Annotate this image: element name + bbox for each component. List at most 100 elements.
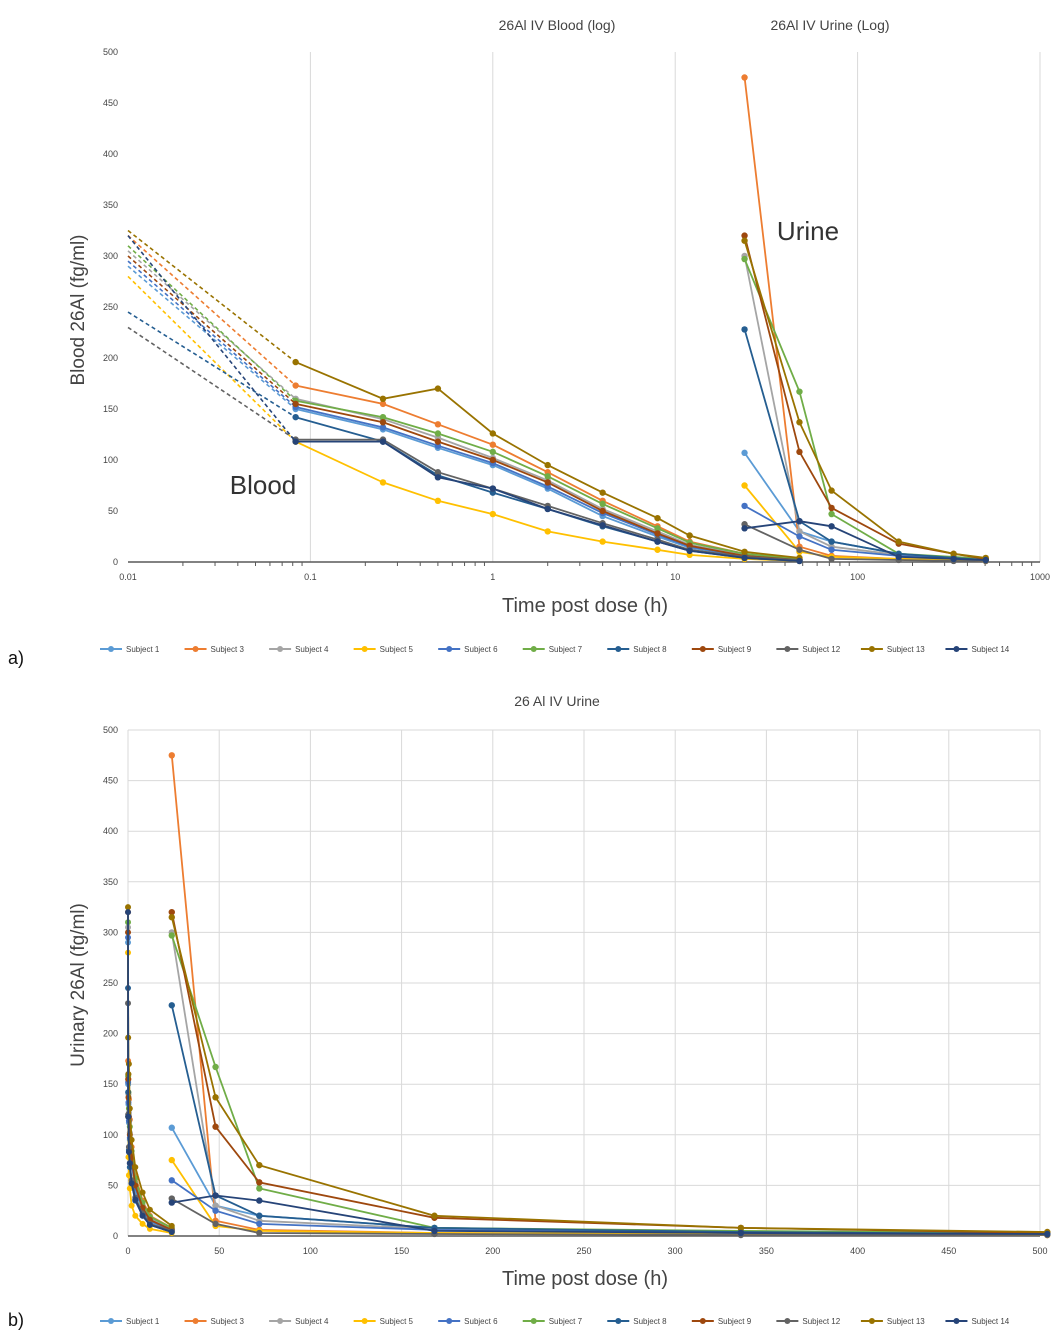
early-data-point [126, 1160, 133, 1167]
urine-data-point [212, 1063, 219, 1071]
y-tick-label: 350 [103, 200, 118, 210]
blood-data-point [654, 538, 661, 545]
legend-label: Subject 1 [126, 645, 160, 654]
legend-swatch-marker [361, 646, 368, 652]
x-axis-label: Time post dose (h) [502, 595, 668, 617]
urine-data-point [796, 518, 803, 525]
blood-extrapolation-line [127, 229, 297, 363]
x-tick-label: 200 [485, 1246, 500, 1256]
blood-data-point [434, 430, 442, 437]
early-data-point [139, 1189, 146, 1196]
blood-extrapolation-line [127, 275, 297, 443]
urine-data-point [982, 556, 989, 564]
blood-data-point [292, 358, 299, 366]
blood-data-point [599, 489, 606, 496]
annotation-urine: Urine [777, 216, 839, 246]
urine-series-line [171, 1194, 1048, 1235]
blood-data-point [741, 548, 748, 555]
blood-data-point [434, 497, 442, 504]
urine-series-line [743, 235, 986, 560]
blood-data-point [489, 448, 496, 456]
early-data-point [132, 1212, 139, 1219]
legend-label: Subject 13 [887, 645, 925, 654]
urine-series-line [743, 240, 986, 559]
blood-data-point [379, 419, 387, 426]
x-tick-label: 300 [668, 1246, 683, 1256]
urine-series-line [170, 935, 1048, 1234]
urine-data-point [256, 1229, 263, 1237]
blood-data-point [379, 479, 387, 486]
urine-data-point [212, 1094, 219, 1101]
y-tick-label: 0 [113, 557, 118, 567]
urine-data-point [256, 1212, 263, 1219]
urine-data-point [741, 482, 748, 489]
urine-data-point [737, 1229, 745, 1237]
legend-label: Subject 12 [802, 1317, 840, 1326]
legend-label: Subject 13 [887, 1317, 925, 1326]
blood-data-point [292, 413, 299, 421]
urine-data-point [828, 487, 835, 494]
early-data-point [132, 1164, 139, 1171]
legend-swatch-marker [277, 1318, 284, 1324]
blood-data-point [544, 473, 551, 480]
blood-series-line [295, 438, 800, 561]
legend-swatch-marker [868, 1318, 875, 1324]
urine-data-point [828, 510, 835, 518]
urine-data-point [796, 448, 803, 456]
urine-data-point [741, 502, 748, 510]
blood-data-point [599, 522, 606, 529]
legend-label: Subject 8 [633, 1317, 667, 1326]
blood-extrapolation-line [127, 235, 297, 443]
blood-extrapolation-line [127, 250, 297, 400]
blood-data-point [434, 385, 442, 392]
y-tick-label: 100 [103, 1130, 118, 1140]
urine-data-point [212, 1123, 219, 1130]
x-tick-label: 10 [670, 572, 680, 582]
urine-series-line [170, 755, 1048, 1236]
urine-data-point [741, 232, 748, 239]
legend-label: Subject 5 [380, 645, 414, 654]
urine-data-point [796, 546, 803, 553]
early-data-point [168, 1228, 175, 1235]
urine-data-point [256, 1185, 263, 1192]
legend-swatch-marker [868, 646, 875, 652]
urine-data-point [431, 1227, 438, 1235]
urine-data-point [168, 1124, 175, 1131]
urine-data-point [741, 255, 748, 263]
urine-data-point [950, 550, 957, 558]
chart-title-urine: 26Al IV Urine (Log) [770, 17, 889, 33]
blood-data-point [489, 430, 496, 437]
urine-series-line [170, 932, 1048, 1235]
panel-label-a: a) [8, 648, 25, 668]
early-data-point [168, 1222, 175, 1229]
urine-data-point [895, 553, 902, 561]
legend-label: Subject 7 [549, 1317, 583, 1326]
x-tick-label: 100 [850, 572, 865, 582]
y-tick-label: 400 [103, 149, 118, 159]
early-data-point [128, 1202, 135, 1209]
early-data-point [125, 1113, 132, 1120]
legend-label: Subject 8 [633, 645, 667, 654]
legend-label: Subject 6 [464, 1317, 498, 1326]
blood-data-point [292, 438, 299, 445]
blood-data-point [292, 400, 299, 408]
blood-extrapolation-line [127, 260, 297, 408]
legend-label: Subject 3 [211, 1317, 245, 1326]
x-tick-label: 0 [125, 1246, 130, 1256]
y-tick-label: 400 [103, 826, 118, 836]
y-axis-label: Blood 26Al (fg/ml) [68, 234, 89, 385]
urine-series-line [171, 1197, 1048, 1236]
legend-label: Subject 5 [380, 1317, 414, 1326]
y-tick-label: 0 [113, 1231, 118, 1241]
x-tick-label: 250 [576, 1246, 591, 1256]
early-data-point [125, 909, 132, 916]
legend-swatch-marker [361, 1318, 368, 1324]
x-axis-label: Time post dose (h) [502, 1268, 668, 1290]
urine-data-point [431, 1212, 438, 1219]
legend-label: Subject 4 [295, 645, 329, 654]
legend-label: Subject 9 [718, 645, 752, 654]
y-tick-label: 300 [103, 927, 118, 937]
urine-data-point [168, 932, 175, 939]
urine-data-point [256, 1220, 263, 1228]
blood-series-line [295, 440, 800, 562]
